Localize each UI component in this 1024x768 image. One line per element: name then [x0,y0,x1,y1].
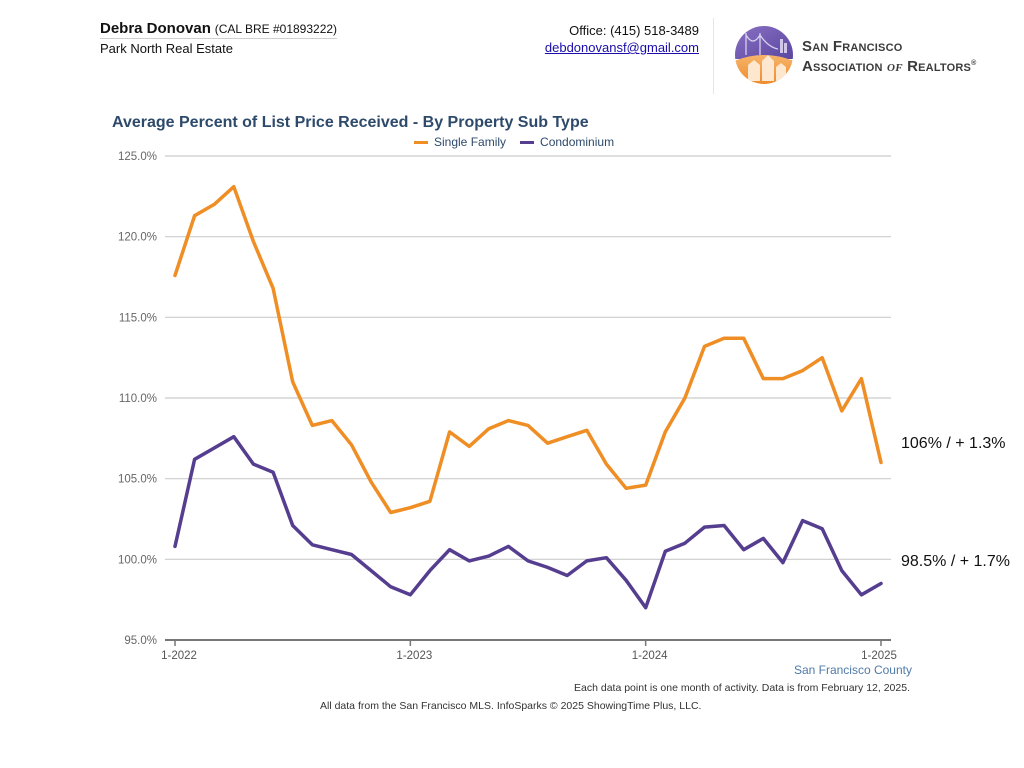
data-note: Each data point is one month of activity… [574,682,910,694]
source-note: All data from the San Francisco MLS. Inf… [320,700,702,712]
chart-legend: Single Family Condominium [414,135,614,149]
x-axis: 1-2022 1-2023 1-2024 1-2025 [161,639,897,662]
end-label-condominium: 98.5% / + 1.7% [901,553,1010,570]
end-labels: 106% / + 1.3% 98.5% / + 1.7% [901,435,1010,570]
x-tick-label: 1-2024 [632,650,668,662]
logo-realtors: Realtors [902,58,972,75]
gridlines [165,155,891,560]
contact-info: Office: (415) 518-3489 debdonovansf@gmai… [545,22,699,56]
legend-swatch-single-family [414,140,428,144]
x-tick-label: 1-2022 [161,650,197,662]
y-tick-label: 120.0% [118,232,157,244]
y-tick-label: 95.0% [124,635,157,647]
logo-line-2: Association of Realtors® [802,55,976,76]
agent-name-line: Debra Donovan (CAL BRE #01893222) [100,20,338,39]
legend-item-condominium[interactable]: Condominium [520,135,614,149]
y-axis-labels: 125.0% 120.0% 115.0% 110.0% 105.0% 100.0% 95.0… [118,151,157,647]
x-tick-label: 1-2025 [861,650,897,662]
y-tick-label: 115.0% [119,312,157,324]
legend-swatch-condominium [520,140,535,144]
county-label: San Francisco County [793,663,912,677]
legend-label-single-family: Single Family [434,135,507,149]
agent-license: (CAL BRE #01893222) [214,22,338,36]
series-line-single-family [173,184,883,515]
y-tick-label: 110.0% [119,393,157,405]
y-tick-label: 100.0% [118,554,157,566]
x-tick-label: 1-2023 [396,650,432,662]
legend-item-single-family[interactable]: Single Family [414,135,506,149]
end-label-single-family: 106% / + 1.3% [901,435,1006,452]
legend-label-condominium: Condominium [540,135,615,149]
logo-of: of [887,59,903,75]
agent-name: Debra Donovan [100,20,211,37]
header-divider [713,18,714,94]
y-tick-label: 105.0% [118,474,157,486]
logo-line-1: San Francisco [802,38,903,55]
sf-skyline-houses-logo-icon [735,26,793,84]
agent-info: Debra Donovan (CAL BRE #01893222) Park N… [100,20,338,56]
registered-mark: ® [971,60,977,67]
series-lines [173,184,883,610]
email-link[interactable]: debdonovansf@gmail.com [544,40,699,55]
company-name: Park North Real Estate [100,41,233,56]
series-line-condominium [173,434,883,610]
chart-title: Average Percent of List Price Received -… [112,114,589,131]
logo-text: San Francisco Association of Realtors® [802,38,976,76]
y-tick-label: 125.0% [118,151,157,163]
office-phone: Office: (415) 518-3489 [569,23,699,38]
logo-association: Association [802,58,888,75]
